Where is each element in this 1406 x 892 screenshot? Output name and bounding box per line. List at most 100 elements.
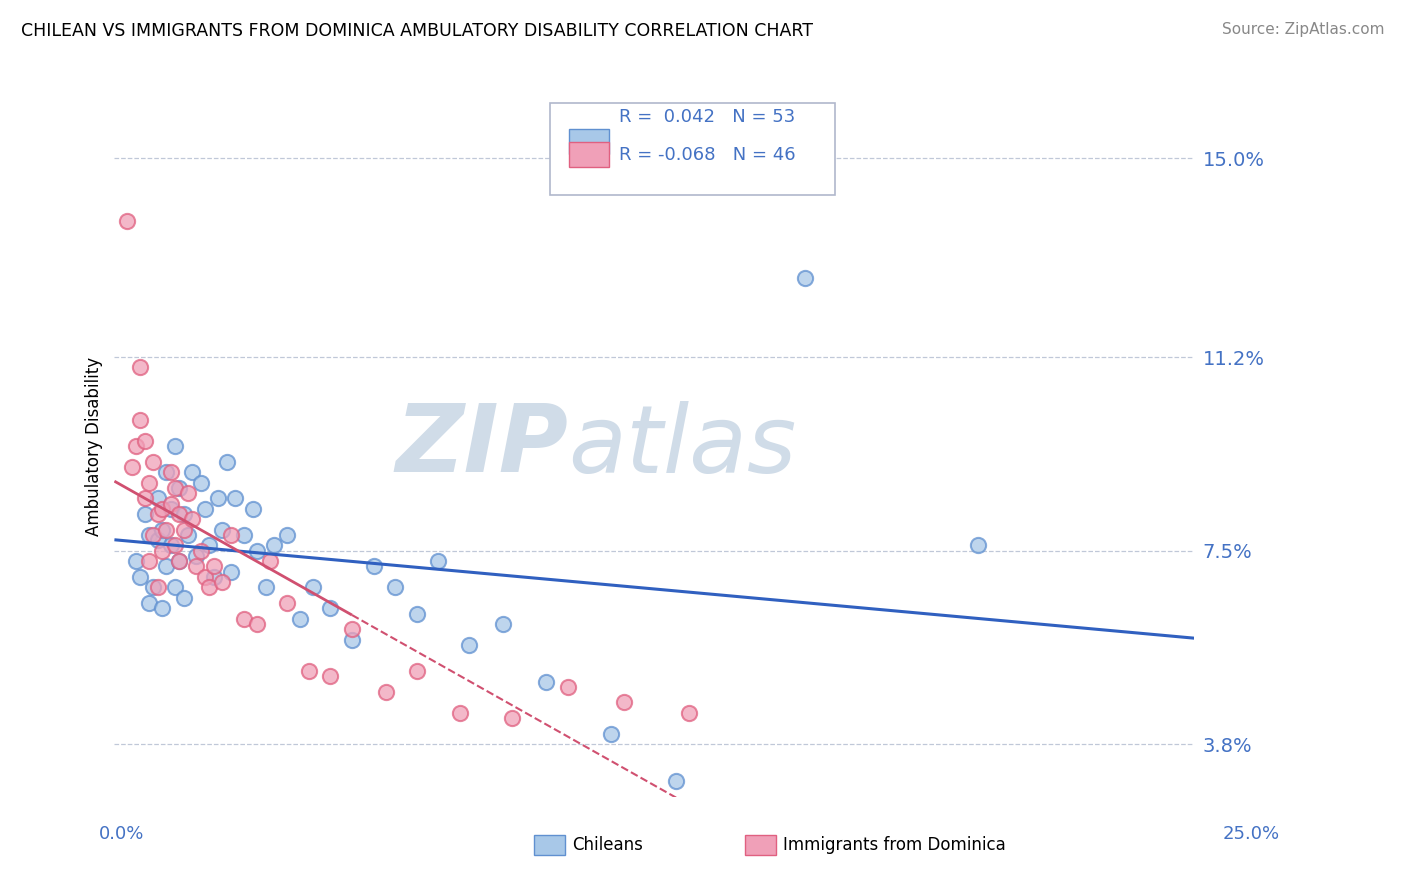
Point [202, 570, 225, 584]
Point [173, 523, 195, 537]
Point [405, 664, 427, 678]
Point [375, 685, 398, 699]
Point [276, 596, 298, 610]
Point [186, 559, 208, 574]
Point [163, 580, 186, 594]
Point [190, 543, 212, 558]
Point [340, 622, 363, 636]
Point [146, 580, 169, 594]
Point [142, 455, 165, 469]
Point [678, 706, 700, 720]
Point [138, 596, 160, 610]
Point [319, 601, 342, 615]
Point [150, 601, 173, 615]
Point [246, 617, 269, 632]
Point [194, 501, 217, 516]
Point [125, 439, 148, 453]
Point [163, 439, 186, 453]
Text: Chileans: Chileans [572, 836, 643, 854]
Point [259, 554, 281, 568]
Text: R = -0.068   N = 46: R = -0.068 N = 46 [619, 146, 796, 164]
Point [134, 491, 156, 506]
Point [186, 549, 208, 563]
Point [202, 559, 225, 574]
Point [181, 512, 204, 526]
Point [150, 543, 173, 558]
Point [138, 554, 160, 568]
Text: atlas: atlas [568, 401, 796, 491]
Point [198, 538, 221, 552]
Point [224, 491, 246, 506]
Point [142, 580, 165, 594]
Point [384, 580, 406, 594]
Point [254, 580, 277, 594]
Point [167, 554, 190, 568]
Point [340, 632, 363, 647]
Point [207, 491, 229, 506]
Text: R =  0.042   N = 53: R = 0.042 N = 53 [619, 108, 794, 126]
Point [177, 528, 200, 542]
Point [242, 501, 264, 516]
Text: CHILEAN VS IMMIGRANTS FROM DOMINICA AMBULATORY DISABILITY CORRELATION CHART: CHILEAN VS IMMIGRANTS FROM DOMINICA AMBU… [21, 22, 813, 40]
Point [288, 612, 311, 626]
Point [613, 696, 636, 710]
Point [159, 501, 181, 516]
Point [363, 559, 385, 574]
Point [211, 575, 233, 590]
Y-axis label: Ambulatory Disability: Ambulatory Disability [86, 357, 103, 535]
Point [163, 481, 186, 495]
Point [302, 580, 325, 594]
Point [167, 554, 190, 568]
Point [159, 497, 181, 511]
Point [129, 360, 152, 375]
Point [501, 711, 523, 725]
Text: 0.0%: 0.0% [98, 825, 143, 843]
Point [121, 459, 143, 474]
Point [146, 491, 169, 506]
Text: ZIP: ZIP [395, 400, 568, 492]
Point [557, 680, 579, 694]
Point [276, 528, 298, 542]
Point [794, 271, 817, 285]
Point [163, 538, 186, 552]
Point [117, 214, 139, 228]
Point [427, 554, 450, 568]
Point [134, 434, 156, 448]
Point [665, 774, 688, 789]
Point [198, 580, 221, 594]
Point [181, 465, 204, 479]
Point [177, 486, 200, 500]
Point [194, 570, 217, 584]
Point [159, 538, 181, 552]
Point [173, 507, 195, 521]
Text: Source: ZipAtlas.com: Source: ZipAtlas.com [1222, 22, 1385, 37]
Point [129, 413, 152, 427]
Point [167, 507, 190, 521]
Point [134, 507, 156, 521]
Point [146, 533, 169, 548]
Point [146, 507, 169, 521]
Point [492, 617, 515, 632]
Point [190, 475, 212, 490]
Point [319, 669, 342, 683]
Point [211, 523, 233, 537]
Point [155, 559, 177, 574]
Point [215, 455, 238, 469]
Point [219, 565, 242, 579]
Point [129, 570, 152, 584]
Point [155, 523, 177, 537]
Point [233, 528, 256, 542]
Point [246, 543, 269, 558]
Point [155, 465, 177, 479]
Point [457, 638, 479, 652]
Point [138, 528, 160, 542]
Point [405, 607, 427, 621]
Point [150, 501, 173, 516]
Text: Immigrants from Dominica: Immigrants from Dominica [783, 836, 1005, 854]
Point [173, 591, 195, 605]
Point [233, 612, 256, 626]
Point [449, 706, 471, 720]
Point [967, 538, 990, 552]
Point [125, 554, 148, 568]
Point [142, 528, 165, 542]
